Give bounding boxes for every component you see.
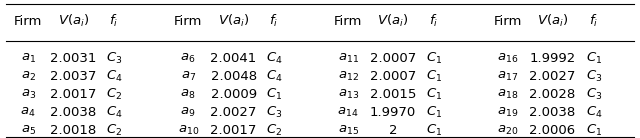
Text: $C_3$: $C_3$	[106, 51, 122, 66]
Text: $a_{12}$: $a_{12}$	[338, 70, 358, 83]
Text: $a_{19}$: $a_{19}$	[497, 106, 518, 119]
Text: $C_4$: $C_4$	[266, 69, 282, 84]
Text: Firm: Firm	[334, 15, 362, 28]
Text: $C_2$: $C_2$	[106, 87, 122, 102]
Text: 2.0037: 2.0037	[51, 70, 97, 83]
Text: $a_{14}$: $a_{14}$	[337, 106, 359, 119]
Text: 2.0038: 2.0038	[51, 106, 97, 119]
Text: $C_4$: $C_4$	[106, 105, 122, 120]
Text: 2: 2	[388, 124, 397, 137]
Text: $a_3$: $a_3$	[20, 88, 36, 101]
Text: $f_i$: $f_i$	[429, 13, 438, 29]
Text: 2.0038: 2.0038	[529, 106, 575, 119]
Text: $C_1$: $C_1$	[426, 51, 442, 66]
Text: 2.0048: 2.0048	[211, 70, 257, 83]
Text: $a_8$: $a_8$	[180, 88, 196, 101]
Text: 2.0015: 2.0015	[370, 88, 416, 101]
Text: $V(a_i)$: $V(a_i)$	[58, 13, 89, 29]
Text: $a_9$: $a_9$	[180, 106, 196, 119]
Text: Firm: Firm	[14, 15, 42, 28]
Text: 2.0007: 2.0007	[370, 70, 416, 83]
Text: 2.0031: 2.0031	[51, 52, 97, 65]
Text: 2.0017: 2.0017	[211, 124, 257, 137]
Text: $a_{13}$: $a_{13}$	[337, 88, 359, 101]
Text: $C_1$: $C_1$	[426, 69, 442, 84]
Text: 2.0006: 2.0006	[529, 124, 575, 137]
Text: Firm: Firm	[174, 15, 202, 28]
Text: $C_2$: $C_2$	[266, 123, 282, 138]
Text: 2.0028: 2.0028	[529, 88, 575, 101]
Text: 2.0018: 2.0018	[51, 124, 97, 137]
Text: 2.0017: 2.0017	[51, 88, 97, 101]
Text: $a_{10}$: $a_{10}$	[177, 124, 199, 137]
Text: Firm: Firm	[493, 15, 522, 28]
Text: $a_{11}$: $a_{11}$	[338, 52, 358, 65]
Text: $a_{20}$: $a_{20}$	[497, 124, 518, 137]
Text: $C_2$: $C_2$	[106, 123, 122, 138]
Text: $a_7$: $a_7$	[180, 70, 196, 83]
Text: $a_6$: $a_6$	[180, 52, 196, 65]
Text: 2.0009: 2.0009	[211, 88, 257, 101]
Text: $a_1$: $a_1$	[20, 52, 36, 65]
Text: $C_1$: $C_1$	[266, 87, 282, 102]
Text: $C_1$: $C_1$	[426, 123, 442, 138]
Text: $f_i$: $f_i$	[109, 13, 118, 29]
Text: $f_i$: $f_i$	[589, 13, 598, 29]
Text: $V(a_i)$: $V(a_i)$	[537, 13, 568, 29]
Text: 2.0007: 2.0007	[370, 52, 416, 65]
Text: $a_{16}$: $a_{16}$	[497, 52, 518, 65]
Text: $f_i$: $f_i$	[269, 13, 278, 29]
Text: $a_5$: $a_5$	[20, 124, 36, 137]
Text: $V(a_i)$: $V(a_i)$	[378, 13, 408, 29]
Text: $C_1$: $C_1$	[426, 87, 442, 102]
Text: $a_{17}$: $a_{17}$	[497, 70, 518, 83]
Text: 1.9970: 1.9970	[370, 106, 416, 119]
Text: $V(a_i)$: $V(a_i)$	[218, 13, 249, 29]
Text: $C_4$: $C_4$	[586, 105, 602, 120]
Text: $C_3$: $C_3$	[586, 87, 602, 102]
Text: $C_1$: $C_1$	[586, 123, 602, 138]
Text: $C_3$: $C_3$	[586, 69, 602, 84]
Text: $C_4$: $C_4$	[106, 69, 122, 84]
Text: $a_4$: $a_4$	[20, 106, 36, 119]
Text: 2.0041: 2.0041	[211, 52, 257, 65]
Text: $a_2$: $a_2$	[20, 70, 36, 83]
Text: $C_1$: $C_1$	[426, 105, 442, 120]
Text: $C_1$: $C_1$	[586, 51, 602, 66]
Text: 1.9992: 1.9992	[529, 52, 575, 65]
Text: $a_{15}$: $a_{15}$	[338, 124, 358, 137]
Text: 2.0027: 2.0027	[211, 106, 257, 119]
Text: 2.0027: 2.0027	[529, 70, 575, 83]
Text: $C_4$: $C_4$	[266, 51, 282, 66]
Text: $C_3$: $C_3$	[266, 105, 282, 120]
Text: $a_{18}$: $a_{18}$	[497, 88, 518, 101]
